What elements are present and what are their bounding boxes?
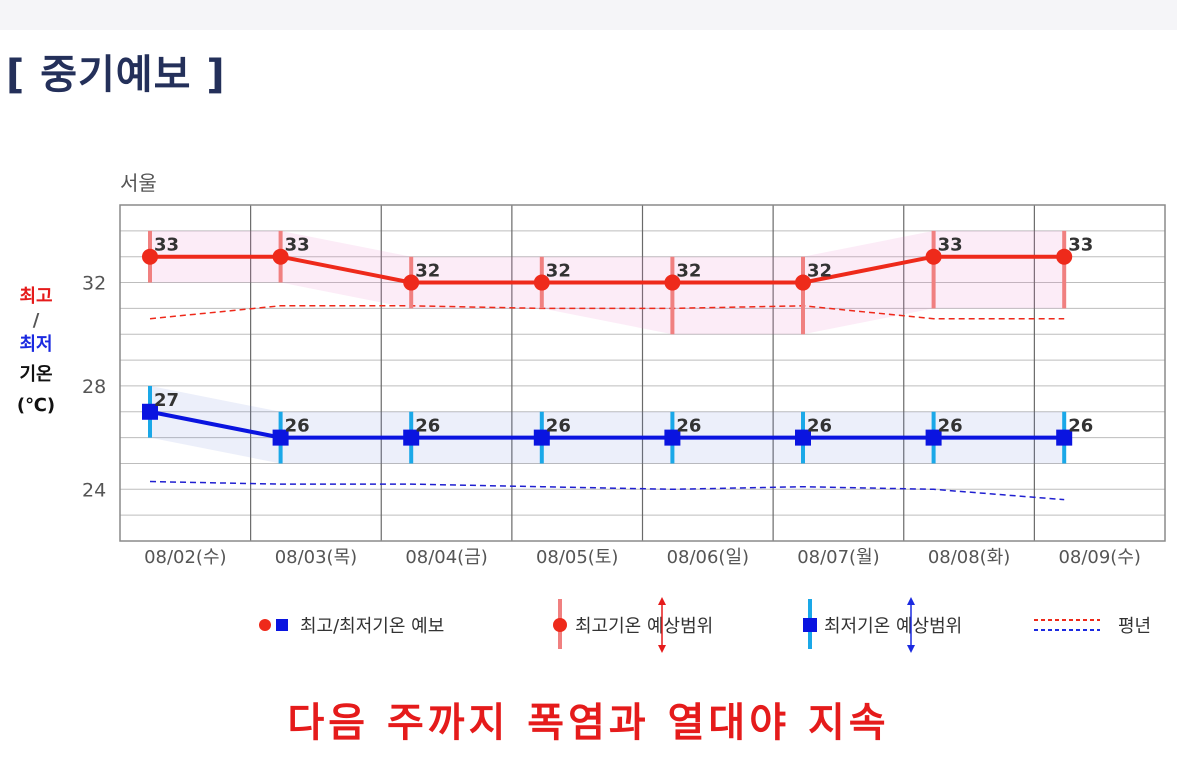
forecast-markers <box>142 248 1073 446</box>
forecast-lines <box>149 254 1065 440</box>
low-point <box>142 403 158 420</box>
low-data-label: 27 <box>154 390 179 411</box>
legend-arrow-down-icon <box>907 645 915 653</box>
legend-label: 평년 <box>1118 616 1151 637</box>
caption-headline: 다음 주까지 폭염과 열대야 지속 <box>287 700 890 746</box>
low-point <box>403 429 420 446</box>
x-axis-ticks: 08/02(수) 08/03(목) 08/04(금) 08/05(토) 08/06(일)… <box>144 547 1141 568</box>
high-point <box>533 274 550 291</box>
legend-label: 최저기온 예상범위 <box>824 616 962 637</box>
x-tick-label: 08/03(목) <box>275 547 357 568</box>
legend-label: 최고기온 예상범위 <box>575 616 713 637</box>
data-labels: 33 33 32 32 32 32 33 33 27 26 26 26 26 26 26 26 <box>154 235 1093 437</box>
x-tick-label: 08/07(월) <box>797 547 879 568</box>
low-data-label: 26 <box>415 416 440 437</box>
y-axis-label-line: 최고 <box>19 286 52 307</box>
low-point <box>925 429 942 446</box>
y-axis-label-line: 최저 <box>19 334 52 355</box>
legend-arrow-up-icon <box>907 597 915 605</box>
legend-arrow-up-icon <box>658 597 666 605</box>
y-axis-label-line: (℃) <box>17 395 55 416</box>
high-point <box>795 274 811 291</box>
low-data-label: 26 <box>546 416 571 437</box>
y-axis-label-line: 기온 <box>19 364 52 385</box>
y-tick-label: 24 <box>82 479 106 501</box>
low-data-label: 26 <box>938 416 963 437</box>
x-tick-label: 08/08(화) <box>928 547 1010 568</box>
high-forecast-line <box>150 254 1065 285</box>
low-data-label: 26 <box>676 416 701 437</box>
low-forecast-line <box>149 409 1065 440</box>
plot-frame <box>119 204 1166 542</box>
high-point <box>664 274 681 291</box>
high-data-label: 33 <box>285 235 310 256</box>
y-tick-label: 28 <box>82 376 106 398</box>
low-point <box>272 429 289 446</box>
high-data-label: 32 <box>415 261 440 282</box>
legend-label: 최고/최저기온 예보 <box>300 616 444 637</box>
low-point <box>664 429 681 446</box>
x-tick-label: 08/06(일) <box>667 547 749 568</box>
legend-high-range-marker <box>553 618 567 632</box>
normal-lines <box>149 305 1065 501</box>
high-point <box>403 274 420 291</box>
low-point <box>795 429 811 446</box>
x-tick-label: 08/02(수) <box>144 547 226 568</box>
low-point <box>1056 429 1073 446</box>
high-data-label: 33 <box>938 235 963 256</box>
high-point <box>142 248 158 265</box>
low-data-label: 26 <box>285 416 310 437</box>
normal-high-line <box>149 305 1065 320</box>
y-axis-ticks: 24 28 32 <box>82 273 106 502</box>
legend-arrow-down-icon <box>658 645 666 653</box>
legend: 최고/최저기온 예보 최고기온 예상범위 최저기온 예상범위 평년 <box>259 597 1151 653</box>
high-data-label: 33 <box>154 235 179 256</box>
high-data-label: 32 <box>676 261 701 282</box>
x-tick-label: 08/04(금) <box>405 547 487 568</box>
high-point <box>1056 248 1073 265</box>
legend-low-marker <box>276 619 288 631</box>
x-tick-label: 08/05(토) <box>536 547 618 568</box>
low-range-band <box>150 385 1065 464</box>
page-title: [ 중기예보 ] <box>6 52 226 98</box>
low-point <box>533 429 550 446</box>
chart-title: 서울 <box>120 171 157 195</box>
x-tick-label: 08/09(수) <box>1058 547 1140 568</box>
legend-low-range-marker <box>803 618 817 632</box>
low-data-label: 26 <box>1068 416 1093 437</box>
high-data-label: 33 <box>1068 235 1093 256</box>
low-data-label: 26 <box>807 416 832 437</box>
high-point <box>272 248 289 265</box>
y-axis-label: 최고 / 최저기온 (℃) <box>17 286 55 416</box>
high-point <box>925 248 942 265</box>
normal-low-line <box>149 480 1065 501</box>
top-bar <box>0 0 1177 30</box>
high-data-label: 32 <box>546 261 571 282</box>
y-tick-label: 32 <box>82 273 106 295</box>
legend-high-marker <box>259 619 271 631</box>
y-axis-label-line: / <box>33 310 40 331</box>
high-data-label: 32 <box>807 261 832 282</box>
